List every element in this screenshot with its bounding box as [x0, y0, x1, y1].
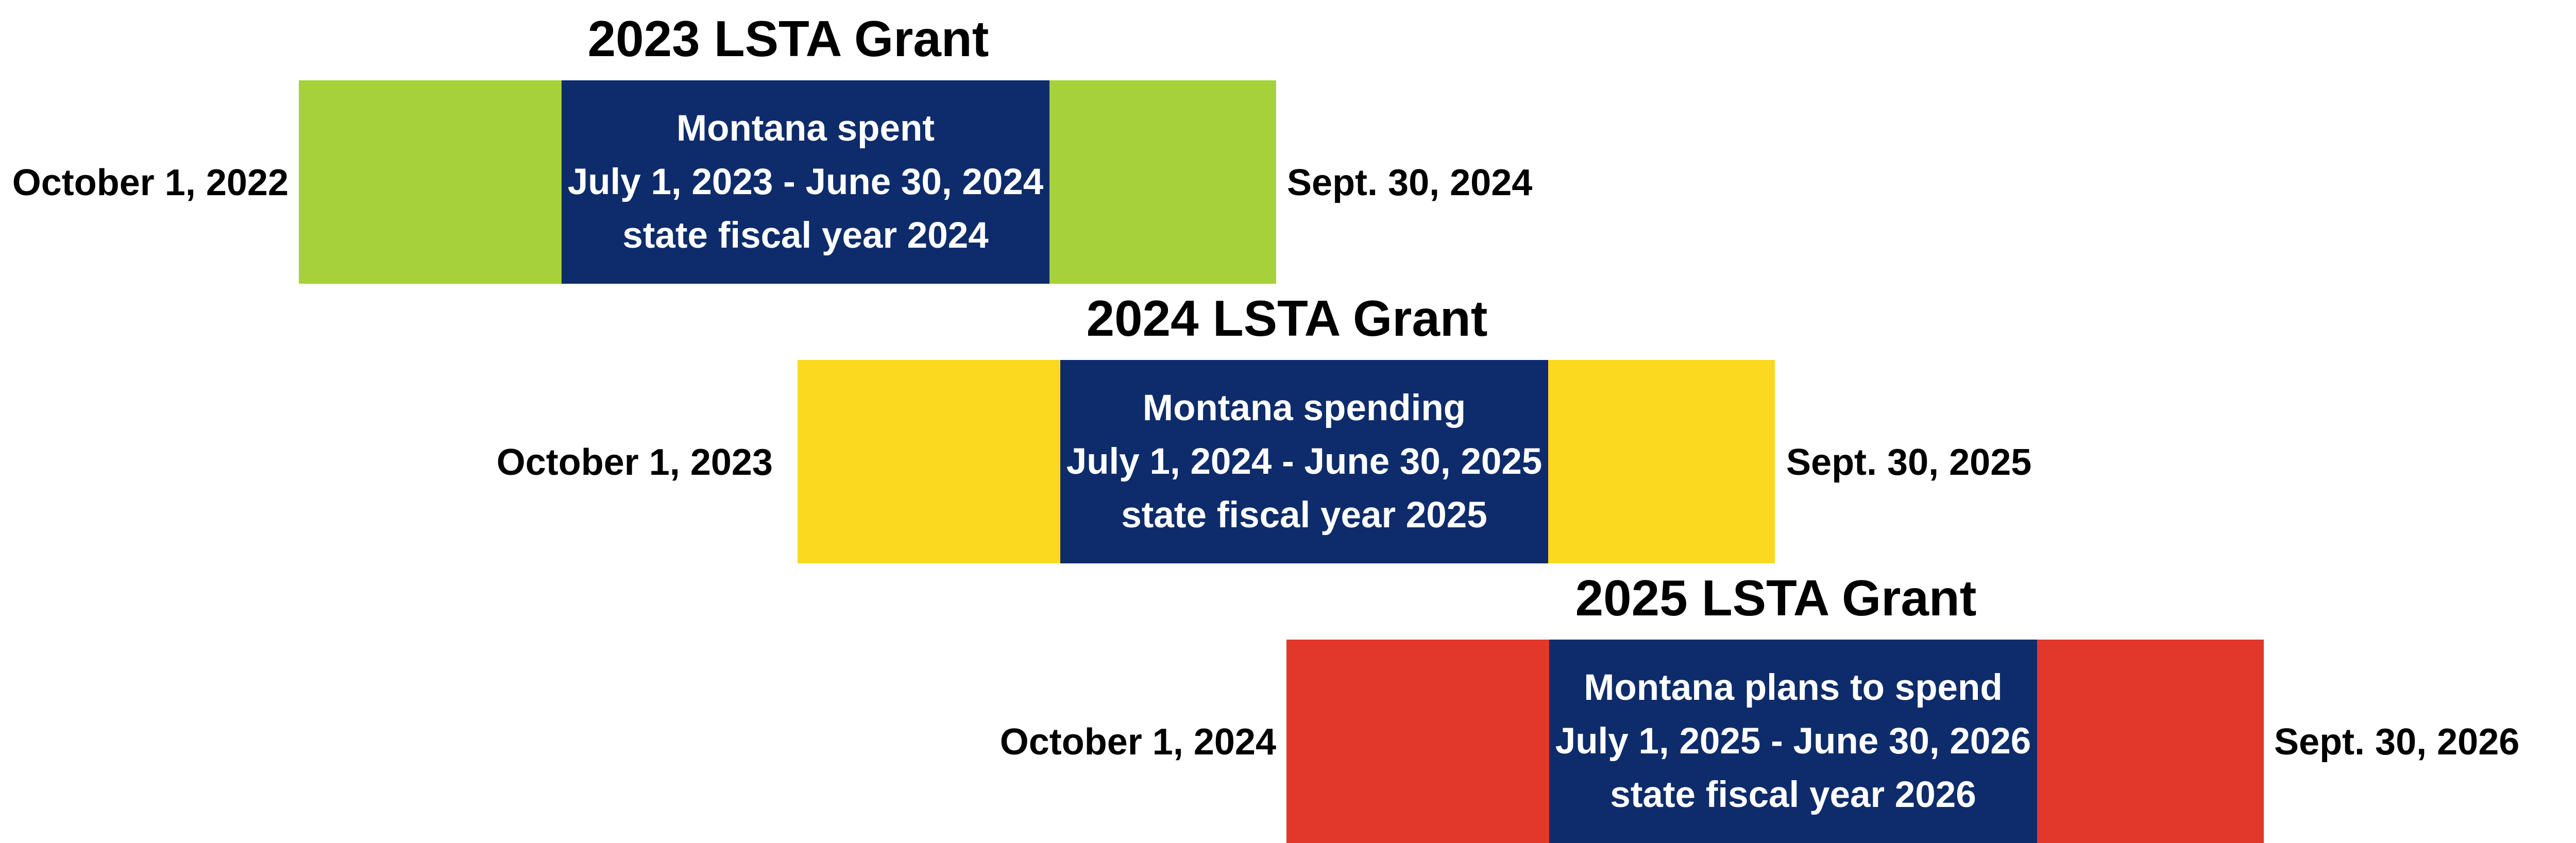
grant-timeline-2024: 2024 LSTA Grant October 1, 2023 Montana …	[0, 280, 2576, 563]
grant-title: 2025 LSTA Grant	[1575, 570, 1977, 626]
state-fiscal-year: state fiscal year 2025	[1121, 494, 1487, 536]
state-fiscal-year: state fiscal year 2024	[622, 215, 989, 256]
grant-timeline-2023: 2023 LSTA Grant October 1, 2022 Montana …	[0, 0, 2576, 284]
grant-title: 2024 LSTA Grant	[1086, 290, 1488, 347]
spending-date-range: July 1, 2023 - June 30, 2024	[567, 161, 1044, 202]
spending-period-block: Montana spent July 1, 2023 - June 30, 20…	[562, 80, 1049, 284]
spending-status-label: Montana plans to spend	[1584, 667, 2003, 708]
spending-status-label: Montana spending	[1142, 387, 1466, 428]
spending-date-range: July 1, 2024 - June 30, 2025	[1066, 441, 1543, 482]
grant-period-bar: Montana plans to spend July 1, 2025 - Ju…	[1286, 640, 2264, 843]
start-date: October 1, 2023	[496, 442, 773, 483]
spending-status-label: Montana spent	[676, 108, 935, 149]
grant-timeline-2025: 2025 LSTA Grant October 1, 2024 Montana …	[0, 559, 2576, 843]
spending-period-block: Montana spending July 1, 2024 - June 30,…	[1060, 360, 1548, 563]
state-fiscal-year: state fiscal year 2026	[1610, 774, 1976, 815]
grant-period-bar: Montana spending July 1, 2024 - June 30,…	[798, 360, 1775, 563]
spending-period-block: Montana plans to spend July 1, 2025 - Ju…	[1549, 640, 2037, 843]
end-date: Sept. 30, 2025	[1786, 442, 2032, 483]
grant-title: 2023 LSTA Grant	[587, 10, 989, 67]
grant-period-bar: Montana spent July 1, 2023 - June 30, 20…	[299, 80, 1276, 284]
end-date: Sept. 30, 2026	[2274, 721, 2520, 763]
start-date: October 1, 2022	[12, 162, 289, 203]
end-date: Sept. 30, 2024	[1287, 162, 1533, 203]
spending-date-range: July 1, 2025 - June 30, 2026	[1555, 720, 2031, 762]
start-date: October 1, 2024	[999, 721, 1276, 763]
